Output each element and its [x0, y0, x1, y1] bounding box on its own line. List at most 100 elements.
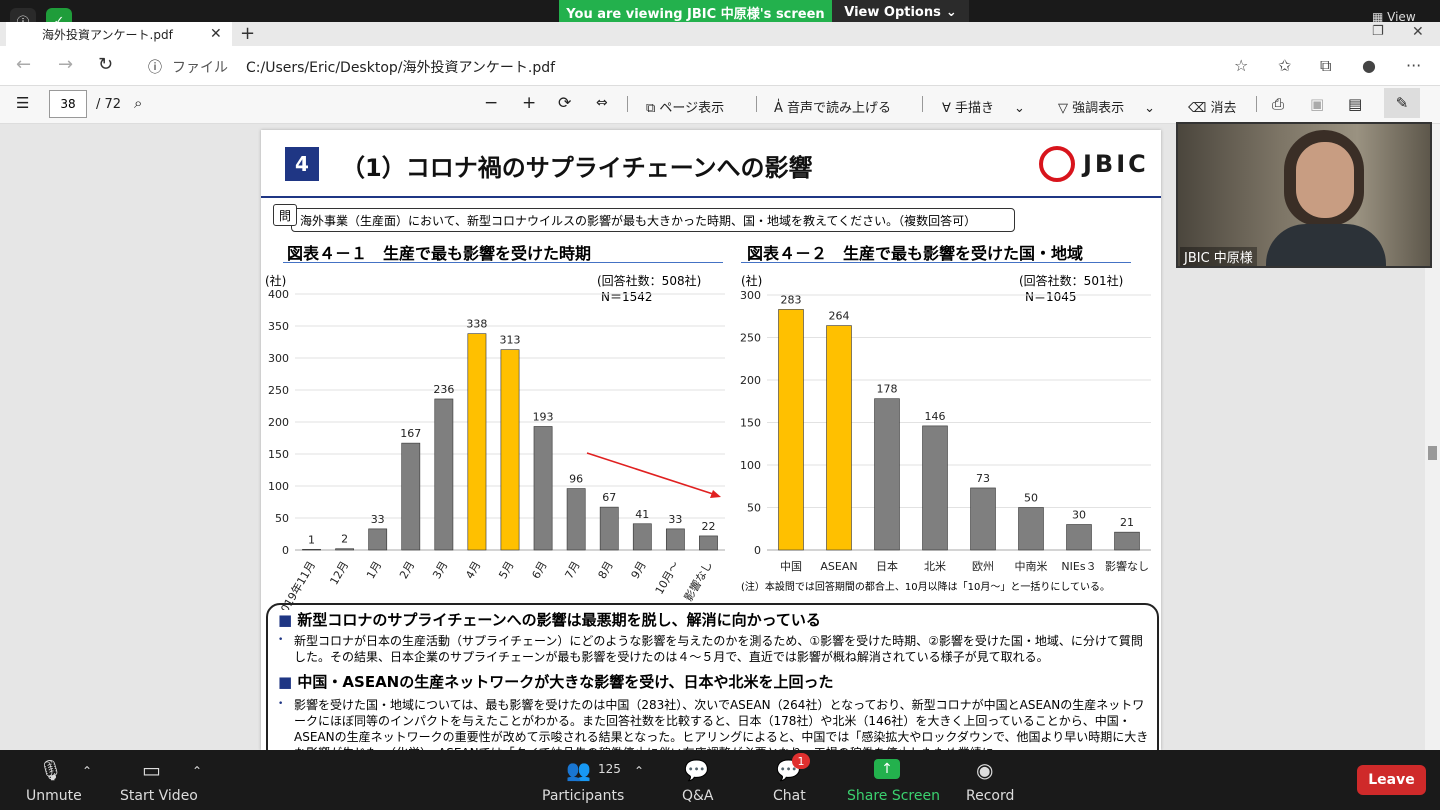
summary-heading-2-text: 中国・ASEANの生産ネットワークが大きな影響を受け、日本や北米を上回った	[297, 673, 834, 691]
chart1-svg: 05010015020025030035040012019年11月212月331…	[268, 288, 725, 610]
more-menu-icon[interactable]: ···	[1406, 56, 1422, 75]
chart2-ytick-label: 200	[740, 374, 761, 387]
leave-button[interactable]: Leave	[1357, 765, 1426, 795]
chart1-ytick-label: 250	[268, 384, 289, 397]
participants-icon[interactable]: 👥	[566, 758, 591, 782]
favorites-icon[interactable]: ✩	[1278, 56, 1292, 75]
chart1-bar	[368, 528, 388, 551]
fit-page-icon[interactable]: ⇔	[596, 95, 608, 111]
read-aloud-button[interactable]: A̍ 音声で読み上げる	[774, 97, 891, 116]
url-field[interactable]: ⓘ ファイル C:/Users/Eric/Desktop/海外投資アンケート.p…	[134, 52, 1264, 82]
zoom-control-bar	[0, 750, 1440, 810]
view-options-button[interactable]: View Options ⌄	[832, 0, 969, 24]
chevron-down-icon: ⌄	[1014, 101, 1025, 116]
close-window-icon[interactable]: ✕	[1412, 24, 1424, 40]
collections-icon[interactable]: ⧉	[1320, 56, 1332, 75]
chart2-bar	[1066, 524, 1092, 551]
tab-title: 海外投資アンケート.pdf	[42, 27, 173, 42]
chart2-bar	[922, 425, 948, 551]
chart1-category-label: 3月	[430, 559, 450, 581]
chart2-category-label: 欧州	[972, 560, 994, 573]
chart1-data-label: 313	[500, 334, 521, 347]
tab-close-icon[interactable]: ✕	[210, 26, 222, 42]
forward-icon[interactable]: →	[58, 54, 74, 75]
chart2-data-label: 21	[1120, 516, 1134, 529]
pdf-page: 4 （1）コロナ禍のサプライチェーンへの影響 JBIC 問 海外事業（生産面）に…	[261, 130, 1161, 750]
chat-unread-badge: 1	[792, 753, 810, 769]
read-aloud-icon: A̍	[774, 101, 788, 116]
summary-body-1: 新型コロナが日本の生産活動（サプライチェーン）にどのような影響を与えたのかを測る…	[294, 634, 1143, 664]
scrollbar-thumb[interactable]	[1428, 446, 1437, 460]
chart1-ytick-label: 300	[268, 352, 289, 365]
favorite-star-icon[interactable]: ☆	[1234, 56, 1249, 75]
chart2-bar	[1018, 507, 1044, 551]
highlight-button[interactable]: ▽ 強調表示 ⌄	[1058, 97, 1155, 116]
chart2-data-label: 73	[976, 472, 990, 485]
browser-tab[interactable]: 海外投資アンケート.pdf	[6, 22, 232, 46]
save-icon[interactable]: ▣	[1310, 95, 1325, 113]
share-screen-icon[interactable]: ↑	[874, 759, 900, 779]
chevron-up-icon[interactable]: ⌃	[82, 764, 93, 778]
erase-button[interactable]: ⌫ 消去	[1188, 97, 1237, 116]
video-off-icon[interactable]: ▭	[142, 758, 161, 782]
chart2-ytick-label: 0	[754, 544, 761, 557]
chat-label[interactable]: Chat	[773, 788, 806, 804]
participant-video[interactable]	[1176, 122, 1432, 268]
back-icon[interactable]: ←	[16, 54, 32, 75]
chart1-category-label: 2月	[397, 559, 417, 581]
pin-icon[interactable]: ✎	[1384, 88, 1420, 118]
browser-tab-strip	[0, 22, 1440, 46]
info-icon: ⓘ	[148, 60, 162, 76]
summary-heading-1: ■ 新型コロナのサプライチェーンへの影響は最悪期を脱し、解消に向かっている	[278, 609, 821, 630]
question-marker: 問	[273, 204, 297, 226]
zoom-out-icon[interactable]: −	[484, 93, 499, 113]
participant-name: JBIC 中原様	[1180, 247, 1257, 266]
view-label: View	[1387, 10, 1416, 24]
microphone-muted-icon[interactable]: 🎙	[38, 758, 64, 782]
zoom-in-icon[interactable]: +	[522, 93, 537, 113]
summary-body-2: 影響を受けた国・地域については、最も影響を受けたのは中国（283社）、次いでAS…	[294, 698, 1149, 750]
chart1-bar	[566, 488, 586, 551]
erase-label: 消去	[1210, 101, 1237, 116]
chart2-data-label: 283	[781, 293, 802, 306]
scrollbar[interactable]	[1425, 124, 1440, 750]
start-video-label[interactable]: Start Video	[120, 788, 198, 804]
restore-window-icon[interactable]: ❐	[1372, 24, 1384, 39]
record-label[interactable]: Record	[966, 788, 1015, 804]
unmute-label[interactable]: Unmute	[26, 788, 82, 804]
participants-label[interactable]: Participants	[542, 788, 625, 804]
search-icon[interactable]: ⌕	[134, 94, 143, 112]
share-screen-label[interactable]: Share Screen	[847, 788, 940, 804]
view-button[interactable]: ▦ View	[1372, 10, 1416, 24]
chart1-data-label: 67	[602, 491, 616, 504]
chart1-bar	[665, 528, 685, 551]
chevron-up-icon[interactable]: ⌃	[634, 764, 645, 778]
qa-label[interactable]: Q&A	[682, 788, 714, 804]
chart1-ytick-label: 400	[268, 288, 289, 301]
draw-button[interactable]: ∀ 手描き ⌄	[942, 97, 1025, 116]
contents-icon[interactable]: ☰	[16, 94, 30, 112]
page-view-button[interactable]: ⧉ ページ表示	[646, 97, 724, 116]
chart2-ytick-label: 250	[740, 332, 761, 345]
refresh-icon[interactable]: ↻	[98, 54, 114, 75]
eraser-icon: ⌫	[1188, 101, 1211, 116]
print-icon[interactable]: ⎙	[1272, 95, 1285, 113]
profile-avatar-icon[interactable]: ●	[1362, 56, 1376, 75]
chevron-down-icon: ⌄	[945, 4, 957, 20]
chart1-data-label: 33	[371, 513, 385, 526]
chevron-up-icon[interactable]: ⌃	[192, 764, 203, 778]
page-number-input[interactable]: 38	[49, 90, 87, 118]
chart2-ytick-label: 150	[740, 417, 761, 430]
new-tab-icon[interactable]: +	[240, 23, 256, 44]
save-as-icon[interactable]: ▤	[1348, 95, 1363, 113]
view-options-label: View Options	[844, 4, 941, 20]
chart2-ytick-label: 100	[740, 459, 761, 472]
chart1-annotation-count: (回答社数：508社)	[597, 274, 702, 288]
jbic-logo-icon	[1039, 146, 1075, 182]
chart2-data-label: 30	[1072, 509, 1086, 522]
chart1-data-label: 41	[635, 508, 649, 521]
rotate-icon[interactable]: ⟳	[558, 93, 572, 112]
record-icon[interactable]: ◉	[976, 758, 994, 782]
qa-icon[interactable]: 💬	[684, 758, 709, 782]
chart2-data-label: 50	[1024, 492, 1038, 505]
